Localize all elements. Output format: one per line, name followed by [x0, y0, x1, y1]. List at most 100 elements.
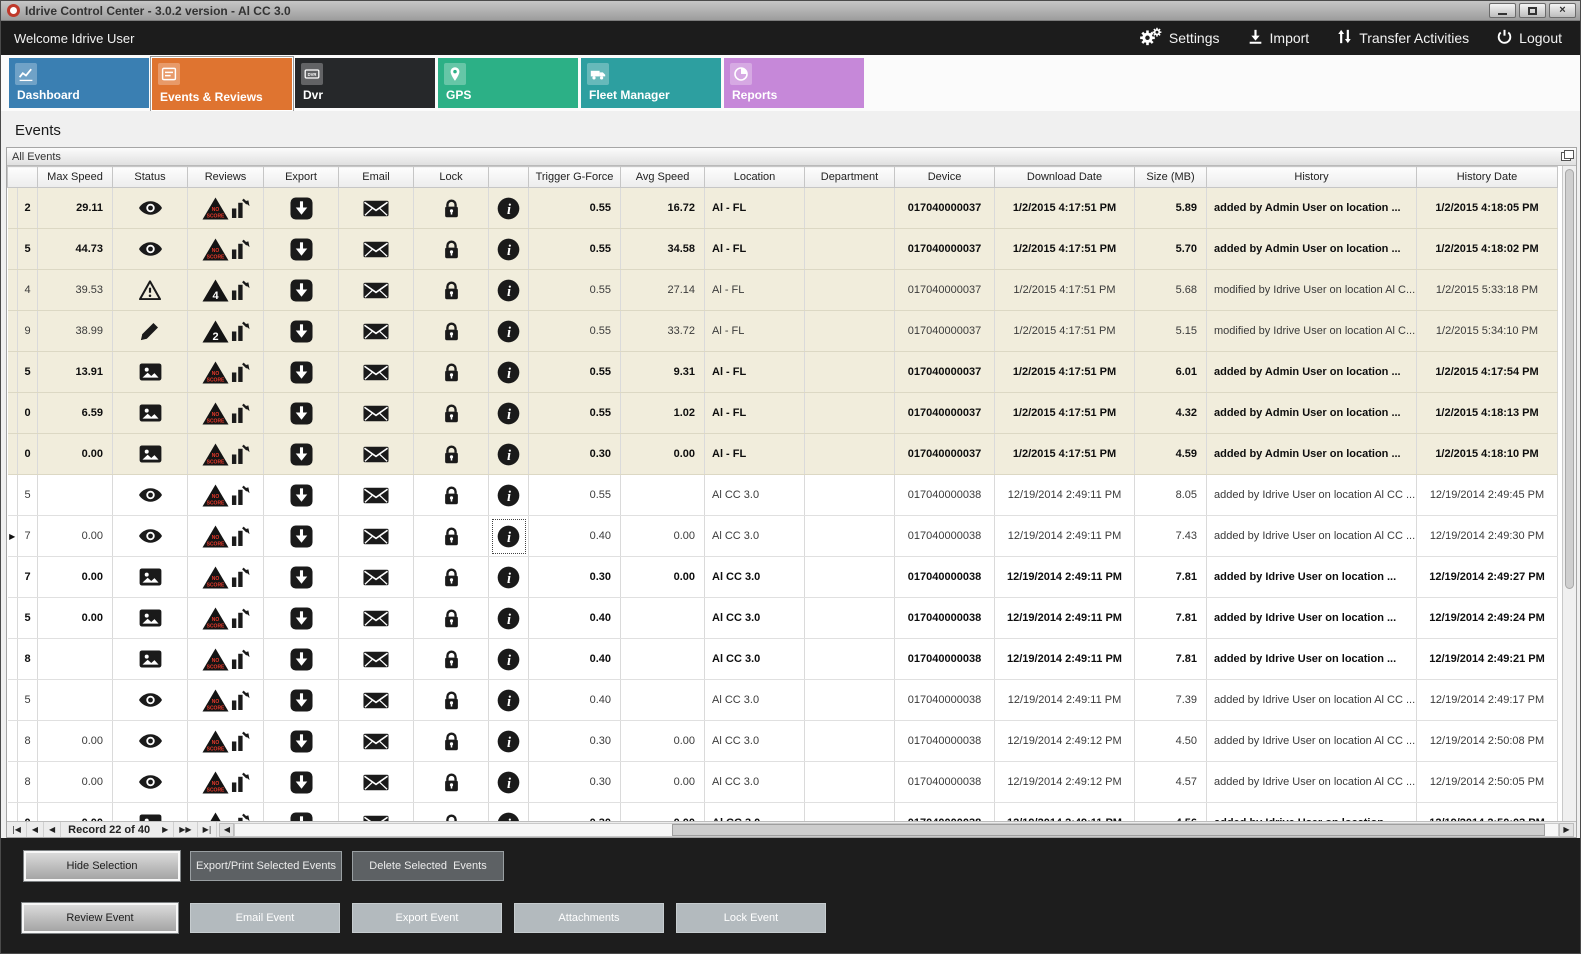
- cell-email[interactable]: [338, 310, 414, 352]
- cell-export[interactable]: [263, 351, 339, 393]
- cell-email[interactable]: [338, 474, 414, 516]
- cell-avg-speed[interactable]: [620, 679, 705, 721]
- cell-history[interactable]: added by Admin User on location ...: [1206, 187, 1417, 229]
- cell-device[interactable]: 017040000037: [894, 269, 995, 311]
- next-page-button[interactable]: ▶▶: [174, 822, 198, 837]
- import-button[interactable]: Import: [1248, 29, 1309, 47]
- cell-lock[interactable]: [413, 433, 489, 475]
- tab-reports[interactable]: Reports: [724, 58, 864, 108]
- tab-gps[interactable]: GPS: [438, 58, 578, 108]
- cell-avg-speed[interactable]: 0.00: [620, 802, 705, 823]
- info-circle-icon[interactable]: i: [497, 320, 520, 343]
- cell-size-mb[interactable]: 5.15: [1134, 310, 1207, 352]
- email-envelope-icon[interactable]: [363, 282, 389, 299]
- cell-location[interactable]: Al - FL: [704, 187, 805, 229]
- column-header-avg-speed[interactable]: Avg Speed: [620, 166, 705, 188]
- column-header-max-speed[interactable]: Max Speed: [37, 166, 113, 188]
- export-download-icon[interactable]: [289, 647, 313, 671]
- cell-history-date[interactable]: 12/19/2014 2:49:21 PM: [1416, 638, 1558, 680]
- info-circle-icon[interactable]: i: [497, 238, 520, 261]
- cell-department[interactable]: [804, 269, 895, 311]
- cell-location[interactable]: Al CC 3.0: [704, 638, 805, 680]
- cell-lock[interactable]: [413, 515, 489, 557]
- email-envelope-icon[interactable]: [363, 651, 389, 668]
- column-header-reviews[interactable]: Reviews: [187, 166, 264, 188]
- cell-email[interactable]: [338, 556, 414, 598]
- cell-export[interactable]: [263, 187, 339, 229]
- cell-history[interactable]: added by Idrive User on location ...: [1206, 638, 1417, 680]
- cell-lock[interactable]: [413, 597, 489, 639]
- cell-max-speed[interactable]: 0.00: [37, 515, 113, 557]
- event-row[interactable]: 9 38.99 2 i 0.55 33.72 Al - FL 017040000037 1/2/…: [7, 310, 1558, 352]
- cell-trigger-gforce[interactable]: 0.40: [528, 638, 621, 680]
- cell-trigger-gforce[interactable]: 0.55: [528, 310, 621, 352]
- info-circle-icon[interactable]: i: [497, 402, 520, 425]
- cell-device[interactable]: 017040000037: [894, 310, 995, 352]
- cell-max-speed[interactable]: 0.00: [37, 597, 113, 639]
- prev-record-button[interactable]: ◀: [44, 822, 62, 837]
- cell-status[interactable]: [112, 392, 188, 434]
- cell-department[interactable]: [804, 802, 895, 823]
- export-download-icon[interactable]: [289, 770, 313, 794]
- cell-avg-speed[interactable]: 9.31: [620, 351, 705, 393]
- cell-department[interactable]: [804, 679, 895, 721]
- cell-download-date[interactable]: 12/19/2014 2:49:12 PM: [994, 761, 1135, 803]
- cell-status[interactable]: [112, 310, 188, 352]
- lock-padlock-icon[interactable]: [443, 280, 460, 301]
- event-row[interactable]: 5 NO SCORE i 0.55 Al CC 3.0 017040000038 12/19/…: [7, 474, 1558, 516]
- cell-history-date[interactable]: 1/2/2015 4:18:10 PM: [1416, 433, 1558, 475]
- cell-download-date[interactable]: 12/19/2014 2:49:11 PM: [994, 679, 1135, 721]
- cell-download-date[interactable]: 1/2/2015 4:17:51 PM: [994, 310, 1135, 352]
- cell-max-speed[interactable]: 0.00: [37, 556, 113, 598]
- cell-department[interactable]: [804, 392, 895, 434]
- info-circle-icon[interactable]: i: [497, 484, 520, 507]
- lock-padlock-icon[interactable]: [443, 485, 460, 506]
- cell-status[interactable]: [112, 433, 188, 475]
- cell-info[interactable]: i: [488, 433, 529, 475]
- export-download-icon[interactable]: [289, 524, 313, 548]
- cell-device[interactable]: 017040000038: [894, 679, 995, 721]
- cell-history[interactable]: modified by Idrive User on location Al C…: [1206, 310, 1417, 352]
- export-download-icon[interactable]: [289, 237, 313, 261]
- cell-size-mb[interactable]: 4.57: [1134, 761, 1207, 803]
- cell-department[interactable]: [804, 761, 895, 803]
- cell-reviews[interactable]: 4: [187, 269, 264, 311]
- delete-selected-button[interactable]: Delete Selected Events: [352, 851, 504, 881]
- cell-trigger-gforce[interactable]: 0.55: [528, 351, 621, 393]
- cell-email[interactable]: [338, 351, 414, 393]
- email-event-button[interactable]: Email Event: [190, 903, 340, 933]
- export-download-icon[interactable]: [289, 401, 313, 425]
- cell-info[interactable]: i: [488, 351, 529, 393]
- cell-trigger-gforce[interactable]: 0.40: [528, 679, 621, 721]
- cell-lock[interactable]: [413, 761, 489, 803]
- cell-lock[interactable]: [413, 392, 489, 434]
- export-download-icon[interactable]: [289, 442, 313, 466]
- cell-location[interactable]: Al CC 3.0: [704, 556, 805, 598]
- column-header-department[interactable]: Department: [804, 166, 895, 188]
- cell-size-mb[interactable]: 8.05: [1134, 474, 1207, 516]
- cell-device[interactable]: 017040000038: [894, 720, 995, 762]
- cell-info[interactable]: i: [488, 802, 529, 823]
- email-envelope-icon[interactable]: [363, 774, 389, 791]
- cell-download-date[interactable]: 12/19/2014 2:49:11 PM: [994, 597, 1135, 639]
- cell-email[interactable]: [338, 228, 414, 270]
- cell-max-speed[interactable]: 44.73: [37, 228, 113, 270]
- prev-page-button[interactable]: ◀: [27, 822, 45, 837]
- close-button[interactable]: ×: [1549, 3, 1576, 18]
- column-header-size-mb[interactable]: Size (MB): [1134, 166, 1207, 188]
- cell-download-date[interactable]: 1/2/2015 4:17:51 PM: [994, 351, 1135, 393]
- cell-email[interactable]: [338, 802, 414, 823]
- cell-export[interactable]: [263, 638, 339, 680]
- cell-trigger-gforce[interactable]: 0.55: [528, 269, 621, 311]
- event-row[interactable]: 5 13.91 NO SCORE i 0.55 9.31 Al - FL 01704000003…: [7, 351, 1558, 393]
- email-envelope-icon[interactable]: [363, 200, 389, 217]
- cell-max-speed[interactable]: [37, 638, 113, 680]
- cell-status[interactable]: [112, 228, 188, 270]
